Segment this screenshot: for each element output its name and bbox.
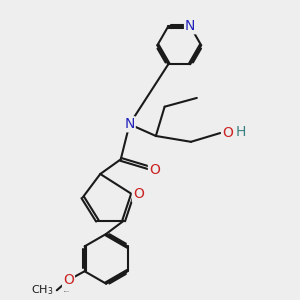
Text: methoxy: methoxy [64, 290, 70, 292]
Text: CH$_3$: CH$_3$ [32, 284, 54, 297]
Text: O: O [149, 163, 160, 177]
Text: H: H [236, 124, 246, 139]
Text: N: N [185, 19, 195, 33]
Text: O: O [222, 126, 233, 140]
Text: N: N [124, 117, 135, 131]
Text: O: O [133, 188, 144, 202]
Text: O: O [63, 273, 74, 287]
